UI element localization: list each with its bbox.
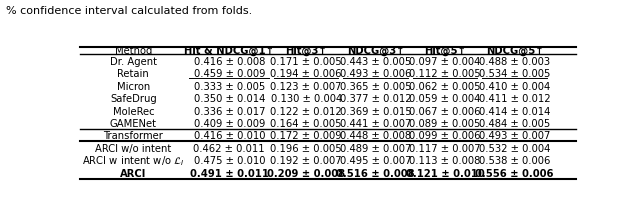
Text: Hit & NDCG@1↑: Hit & NDCG@1↑: [184, 46, 275, 56]
Text: 0.409 ± 0.009: 0.409 ± 0.009: [194, 119, 265, 129]
Text: 0.516 ± 0.008: 0.516 ± 0.008: [336, 168, 415, 178]
Text: 0.336 ± 0.017: 0.336 ± 0.017: [193, 107, 265, 117]
Text: 0.475 ± 0.010: 0.475 ± 0.010: [193, 156, 265, 166]
Text: Transformer: Transformer: [104, 131, 163, 141]
Text: 0.121 ± 0.010: 0.121 ± 0.010: [406, 168, 484, 178]
Text: 0.416 ± 0.010: 0.416 ± 0.010: [193, 131, 265, 141]
Text: ARCI w/o intent: ARCI w/o intent: [95, 144, 172, 154]
Text: 0.333 ± 0.005: 0.333 ± 0.005: [194, 82, 265, 92]
Text: 0.196 ± 0.005: 0.196 ± 0.005: [270, 144, 342, 154]
Text: 0.164 ± 0.005: 0.164 ± 0.005: [271, 119, 342, 129]
Text: GAMENet: GAMENet: [110, 119, 157, 129]
Text: NDCG@3↑: NDCG@3↑: [347, 46, 404, 56]
Text: 0.365 ± 0.005: 0.365 ± 0.005: [340, 82, 412, 92]
Text: ARCI: ARCI: [120, 168, 147, 178]
Text: 0.443 ± 0.005: 0.443 ± 0.005: [340, 57, 412, 67]
Text: 0.441 ± 0.007: 0.441 ± 0.007: [340, 119, 412, 129]
Text: Micron: Micron: [116, 82, 150, 92]
Text: 0.493 ± 0.006: 0.493 ± 0.006: [340, 69, 412, 79]
Text: 0.488 ± 0.003: 0.488 ± 0.003: [479, 57, 550, 67]
Text: 0.123 ± 0.007: 0.123 ± 0.007: [271, 82, 342, 92]
Text: 0.484 ± 0.005: 0.484 ± 0.005: [479, 119, 550, 129]
Text: 0.130 ± 0.004: 0.130 ± 0.004: [271, 94, 342, 104]
Text: 0.538 ± 0.006: 0.538 ± 0.006: [479, 156, 550, 166]
Text: 0.113 ± 0.008: 0.113 ± 0.008: [410, 156, 481, 166]
Text: 0.493 ± 0.007: 0.493 ± 0.007: [479, 131, 550, 141]
Text: 0.192 ± 0.007: 0.192 ± 0.007: [270, 156, 342, 166]
Text: 0.411 ± 0.012: 0.411 ± 0.012: [479, 94, 550, 104]
Text: 0.377 ± 0.012: 0.377 ± 0.012: [340, 94, 412, 104]
Text: 0.534 ± 0.005: 0.534 ± 0.005: [479, 69, 550, 79]
Text: Hit@5↑: Hit@5↑: [424, 46, 466, 56]
Text: 0.410 ± 0.004: 0.410 ± 0.004: [479, 82, 550, 92]
Text: Method: Method: [115, 46, 152, 56]
Text: 0.209 ± 0.008: 0.209 ± 0.008: [267, 168, 345, 178]
Text: 0.448 ± 0.008: 0.448 ± 0.008: [340, 131, 411, 141]
Text: 0.172 ± 0.009: 0.172 ± 0.009: [270, 131, 342, 141]
Text: NDCG@5↑: NDCG@5↑: [486, 46, 543, 56]
Text: 0.491 ± 0.011: 0.491 ± 0.011: [190, 168, 269, 178]
Text: 0.414 ± 0.014: 0.414 ± 0.014: [479, 107, 550, 117]
Text: MoleRec: MoleRec: [113, 107, 154, 117]
Text: 0.350 ± 0.014: 0.350 ± 0.014: [194, 94, 265, 104]
Text: 0.067 ± 0.006: 0.067 ± 0.006: [410, 107, 481, 117]
Text: 0.462 ± 0.011: 0.462 ± 0.011: [193, 144, 265, 154]
Text: Dr. Agent: Dr. Agent: [110, 57, 157, 67]
Text: Hit@3↑: Hit@3↑: [285, 46, 327, 56]
Text: 0.171 ± 0.005: 0.171 ± 0.005: [270, 57, 342, 67]
Text: 0.117 ± 0.007: 0.117 ± 0.007: [409, 144, 481, 154]
Text: 0.112 ± 0.005: 0.112 ± 0.005: [409, 69, 481, 79]
Text: 0.089 ± 0.005: 0.089 ± 0.005: [410, 119, 481, 129]
Text: 0.369 ± 0.015: 0.369 ± 0.015: [340, 107, 412, 117]
Text: 0.556 ± 0.006: 0.556 ± 0.006: [476, 168, 554, 178]
Text: 0.122 ± 0.012: 0.122 ± 0.012: [270, 107, 342, 117]
Text: Retain: Retain: [118, 69, 149, 79]
Text: 0.062 ± 0.005: 0.062 ± 0.005: [410, 82, 481, 92]
Text: 0.097 ± 0.004: 0.097 ± 0.004: [410, 57, 481, 67]
Text: 0.459 ± 0.009: 0.459 ± 0.009: [193, 69, 265, 79]
Text: % confidence interval calculated from folds.: % confidence interval calculated from fo…: [6, 6, 253, 16]
Text: 0.099 ± 0.006: 0.099 ± 0.006: [410, 131, 481, 141]
Text: SafeDrug: SafeDrug: [110, 94, 157, 104]
Text: 0.495 ± 0.007: 0.495 ± 0.007: [340, 156, 412, 166]
Text: 0.489 ± 0.007: 0.489 ± 0.007: [340, 144, 412, 154]
Text: 0.194 ± 0.006: 0.194 ± 0.006: [271, 69, 342, 79]
Text: ARCI w intent w/o $\mathcal{L}_I$: ARCI w intent w/o $\mathcal{L}_I$: [82, 154, 184, 168]
Text: 0.059 ± 0.004: 0.059 ± 0.004: [410, 94, 481, 104]
Text: 0.532 ± 0.004: 0.532 ± 0.004: [479, 144, 550, 154]
Text: 0.416 ± 0.008: 0.416 ± 0.008: [194, 57, 265, 67]
